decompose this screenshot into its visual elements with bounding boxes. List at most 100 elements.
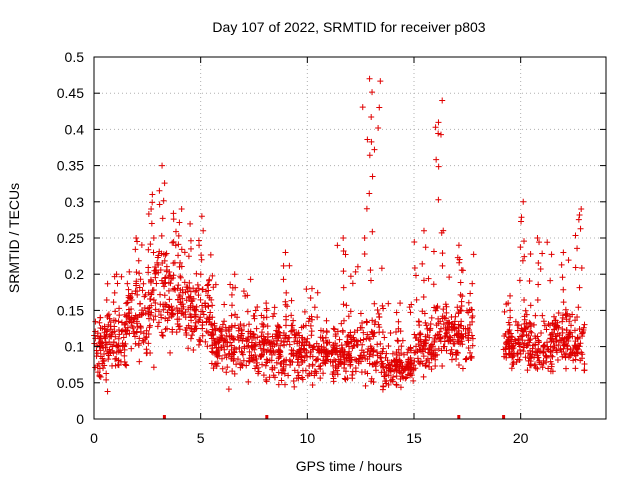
data-point-peak	[160, 197, 167, 204]
data-point-peak	[198, 213, 205, 220]
data-point	[376, 104, 383, 111]
data-point	[424, 356, 431, 363]
data-point	[564, 345, 571, 352]
data-point-peak	[283, 316, 290, 323]
data-point	[268, 351, 275, 358]
data-point-peak	[231, 271, 238, 278]
data-point	[104, 280, 111, 287]
data-point	[358, 369, 365, 376]
data-point	[525, 357, 532, 364]
data-point	[286, 334, 293, 341]
data-point-peak	[228, 322, 235, 329]
data-point	[318, 343, 325, 350]
data-point	[123, 300, 130, 307]
data-point	[413, 343, 420, 350]
data-point-peak	[227, 281, 234, 288]
data-point-peak	[200, 227, 207, 234]
data-point	[204, 343, 211, 350]
data-point	[466, 321, 473, 328]
data-point	[155, 252, 162, 259]
data-point	[311, 343, 318, 350]
data-point	[299, 359, 306, 366]
data-point-peak	[397, 300, 404, 307]
data-point-peak	[175, 232, 182, 239]
data-point	[532, 341, 539, 348]
data-point	[195, 318, 202, 325]
data-point-peak	[366, 152, 373, 159]
data-point	[545, 365, 552, 372]
data-point-peak	[152, 263, 159, 270]
data-point-peak	[148, 220, 155, 227]
data-point	[271, 310, 278, 317]
data-point	[275, 328, 282, 335]
data-point	[330, 362, 337, 369]
data-point	[393, 373, 400, 380]
data-point	[369, 173, 376, 180]
data-point	[333, 347, 340, 354]
data-point	[551, 313, 558, 320]
data-point	[182, 314, 189, 321]
data-point	[469, 280, 476, 287]
data-point	[115, 318, 122, 325]
data-point	[203, 288, 210, 295]
data-point	[527, 361, 534, 368]
data-point	[178, 305, 185, 312]
data-point	[115, 335, 122, 342]
data-point	[330, 343, 337, 350]
data-point	[206, 276, 213, 283]
data-point	[396, 369, 403, 376]
data-point	[407, 309, 414, 316]
data-point	[105, 311, 112, 318]
data-point	[575, 216, 582, 223]
data-point	[381, 334, 388, 341]
data-point	[379, 360, 386, 367]
data-point	[559, 329, 566, 336]
data-point-peak	[263, 307, 270, 314]
data-point	[284, 338, 291, 345]
data-point	[231, 348, 238, 355]
data-point	[246, 348, 253, 355]
data-point	[155, 319, 162, 326]
data-point	[327, 358, 334, 365]
data-point	[448, 313, 455, 320]
data-point	[103, 376, 110, 383]
data-point	[242, 292, 249, 299]
data-point	[581, 321, 588, 328]
data-point	[234, 356, 241, 363]
data-point	[530, 321, 537, 328]
data-point	[313, 356, 320, 363]
data-point	[501, 333, 508, 340]
data-point	[448, 356, 455, 363]
data-point	[157, 291, 164, 298]
data-point	[192, 313, 199, 320]
data-point	[440, 343, 447, 350]
data-point	[316, 363, 323, 370]
data-point	[371, 146, 378, 153]
data-point	[395, 338, 402, 345]
data-point-peak	[560, 286, 567, 293]
data-point-peak	[259, 329, 266, 336]
data-point	[108, 331, 115, 338]
data-point	[290, 377, 297, 384]
data-point	[258, 353, 265, 360]
data-point-peak	[158, 232, 165, 239]
data-point-peak	[150, 249, 157, 256]
data-point	[168, 303, 175, 310]
data-point	[548, 331, 555, 338]
data-point	[175, 323, 182, 330]
data-point	[160, 301, 167, 308]
data-point	[226, 328, 233, 335]
data-point	[557, 346, 564, 353]
data-point-peak	[395, 346, 402, 353]
data-point	[113, 349, 120, 356]
data-point	[298, 354, 305, 361]
data-point	[258, 333, 265, 340]
data-point	[282, 301, 289, 308]
data-point	[412, 365, 419, 372]
data-point	[374, 341, 381, 348]
data-point	[233, 361, 240, 368]
data-point	[259, 320, 266, 327]
data-point	[247, 276, 254, 283]
data-point	[114, 342, 121, 349]
data-point-peak	[505, 329, 512, 336]
